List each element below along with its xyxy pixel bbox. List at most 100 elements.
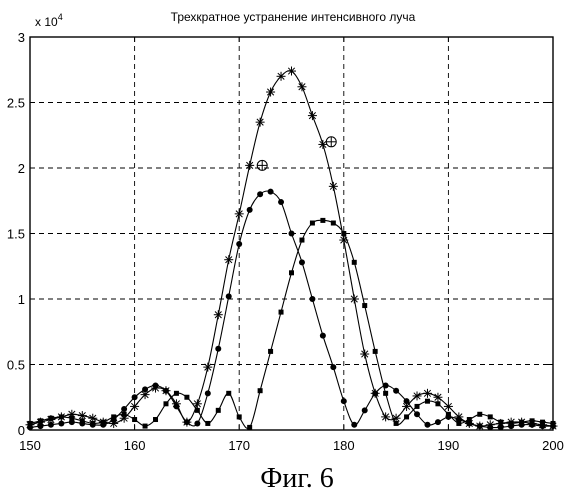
square-marker: [69, 416, 74, 421]
square-marker: [530, 418, 535, 423]
square-marker: [101, 420, 106, 425]
dot-marker: [330, 364, 336, 370]
dot-marker: [58, 420, 64, 426]
dot-marker: [268, 189, 274, 195]
dot-marker: [194, 420, 200, 426]
square-marker: [404, 414, 409, 419]
dot-marker: [121, 406, 127, 412]
star-marker: [360, 350, 369, 359]
annotation-markers: [257, 137, 336, 171]
square-marker: [320, 218, 325, 223]
dot-marker: [383, 382, 389, 388]
x-tick-label: 200: [542, 438, 564, 453]
star-marker: [433, 393, 442, 402]
square-marker: [488, 414, 493, 419]
dot-marker: [289, 231, 295, 237]
star-marker: [203, 363, 212, 372]
square-marker: [205, 421, 210, 426]
dot-marker: [320, 333, 326, 339]
circled-plus-marker: [257, 160, 267, 170]
dot-marker: [278, 199, 284, 205]
star-marker: [444, 402, 453, 411]
square-marker: [226, 391, 231, 396]
dot-marker: [414, 411, 420, 417]
square-marker: [352, 260, 357, 265]
star-marker: [235, 209, 244, 218]
star-marker: [413, 391, 422, 400]
square-marker: [59, 414, 64, 419]
dot-marker: [132, 394, 138, 400]
dot-marker: [247, 207, 253, 213]
dot-marker: [173, 403, 179, 409]
square-marker: [111, 414, 116, 419]
square-marker: [216, 408, 221, 413]
x-tick-label: 190: [438, 438, 460, 453]
square-marker: [38, 418, 43, 423]
square-marker: [498, 420, 503, 425]
star-marker: [277, 72, 286, 81]
dot-marker: [299, 259, 305, 265]
dot-marker: [184, 419, 190, 425]
series-line-square: [30, 220, 553, 428]
square-marker: [195, 408, 200, 413]
x-tick-label: 170: [228, 438, 250, 453]
y-tick-label: 0.5: [7, 358, 25, 373]
figure-caption: Фиг. 6: [260, 463, 333, 494]
x-axis-ticks: 150160170180190200: [19, 37, 564, 453]
square-marker: [519, 420, 524, 425]
dot-marker: [236, 241, 242, 247]
square-marker: [184, 395, 189, 400]
y-exponent-label: x 104: [35, 12, 63, 29]
y-tick-label: 1: [18, 292, 25, 307]
y-tick-label: 0: [18, 423, 25, 438]
star-marker: [381, 412, 390, 421]
square-marker: [509, 421, 514, 426]
star-marker: [423, 389, 432, 398]
star-marker: [350, 295, 359, 304]
square-marker: [477, 412, 482, 417]
x-tick-label: 160: [124, 438, 146, 453]
dot-marker: [309, 296, 315, 302]
y-axis-ticks: 00.511.522.53: [7, 30, 553, 438]
dot-marker: [142, 386, 148, 392]
dot-marker: [215, 346, 221, 352]
square-marker: [289, 270, 294, 275]
y-tick-label: 1.5: [7, 227, 25, 242]
square-marker: [143, 424, 148, 429]
square-marker: [237, 414, 242, 419]
square-marker: [299, 238, 304, 243]
star-marker: [339, 236, 348, 245]
series-line-star: [30, 71, 553, 427]
star-marker: [193, 399, 202, 408]
dot-marker: [226, 293, 232, 299]
square-marker: [415, 404, 420, 409]
square-marker: [48, 416, 53, 421]
square-marker: [456, 421, 461, 426]
star-marker: [329, 182, 338, 191]
star-marker: [308, 111, 317, 120]
dot-marker: [341, 398, 347, 404]
series-lines: [30, 71, 553, 429]
star-marker: [130, 402, 139, 411]
square-marker: [122, 412, 127, 417]
square-marker: [153, 417, 158, 422]
square-marker: [435, 401, 440, 406]
x-tick-label: 180: [333, 438, 355, 453]
y-exponent-power: 4: [58, 12, 63, 22]
dot-marker: [404, 398, 410, 404]
square-marker: [80, 418, 85, 423]
dot-marker: [477, 423, 483, 429]
dot-marker: [48, 422, 54, 428]
star-marker: [214, 310, 223, 319]
square-marker: [341, 231, 346, 236]
square-marker: [163, 401, 168, 406]
dot-marker: [372, 390, 378, 396]
y-tick-label: 3: [18, 30, 25, 45]
square-marker: [268, 349, 273, 354]
star-marker: [297, 82, 306, 91]
star-marker: [266, 88, 275, 97]
dot-marker: [153, 382, 159, 388]
square-marker: [540, 420, 545, 425]
y-tick-label: 2: [18, 161, 25, 176]
